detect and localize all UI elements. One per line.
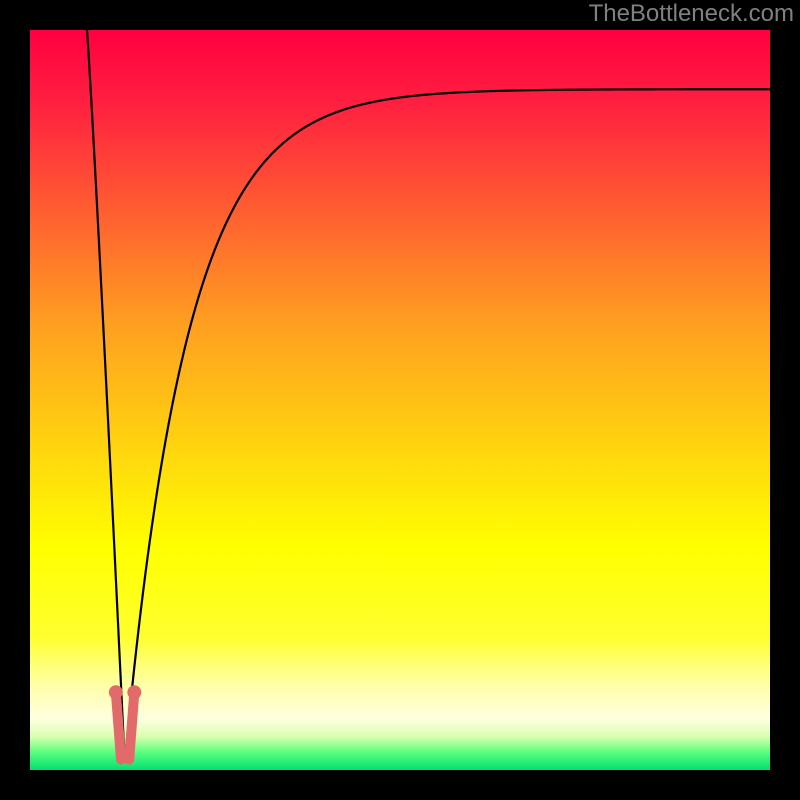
marker-dot [127,685,141,699]
chart-background-gradient [30,30,770,770]
marker-line [116,692,121,759]
bottleneck-chart [0,0,800,800]
marker-line [129,692,134,759]
marker-dot [109,685,123,699]
chart-container: TheBottleneck.com [0,0,800,800]
